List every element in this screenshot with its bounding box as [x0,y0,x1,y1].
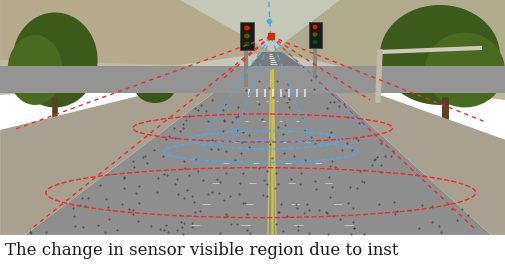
Ellipse shape [243,42,249,46]
Ellipse shape [379,5,499,105]
Bar [309,22,321,48]
Text: The change in sensor visible region due to inst: The change in sensor visible region due … [5,242,398,259]
Polygon shape [0,0,272,90]
Ellipse shape [243,33,249,39]
Ellipse shape [8,35,63,105]
Polygon shape [312,65,505,100]
Ellipse shape [135,73,175,103]
Ellipse shape [312,40,317,44]
Polygon shape [25,70,490,235]
Ellipse shape [13,12,97,107]
Ellipse shape [424,32,504,107]
Ellipse shape [243,25,249,31]
Polygon shape [0,0,505,70]
Ellipse shape [312,25,317,29]
Polygon shape [310,70,505,235]
Polygon shape [272,0,505,100]
Polygon shape [0,70,243,235]
Ellipse shape [312,32,317,37]
Polygon shape [0,60,241,95]
Polygon shape [0,66,505,93]
Polygon shape [249,52,301,66]
Bar [239,22,254,50]
